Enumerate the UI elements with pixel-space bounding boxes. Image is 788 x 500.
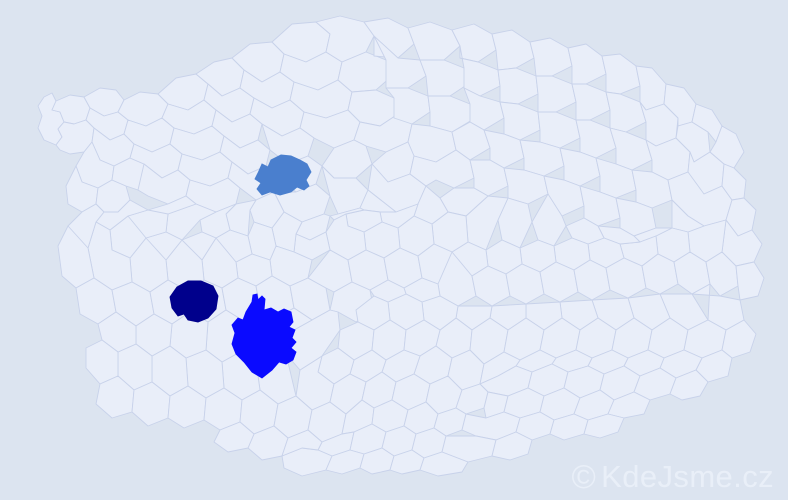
region-base[interactable] bbox=[519, 139, 565, 177]
base-regions-layer bbox=[37, 15, 765, 477]
region-base[interactable] bbox=[631, 169, 673, 209]
region-base[interactable] bbox=[529, 37, 573, 77]
region-base[interactable] bbox=[601, 53, 641, 95]
watermark: © KdeJsme.cz bbox=[571, 460, 774, 493]
copyright-icon: © bbox=[571, 458, 597, 495]
region-base[interactable] bbox=[735, 261, 765, 301]
region-base[interactable] bbox=[567, 43, 607, 85]
region-base[interactable] bbox=[419, 451, 469, 477]
region-base[interactable] bbox=[503, 167, 549, 205]
region-base[interactable] bbox=[583, 413, 625, 439]
region-base[interactable] bbox=[409, 149, 475, 189]
region-base[interactable] bbox=[483, 129, 525, 169]
region-base[interactable] bbox=[363, 17, 415, 59]
region-base[interactable] bbox=[337, 51, 393, 93]
watermark-text: KdeJsme.cz bbox=[601, 459, 774, 494]
highlighted-regions-layer bbox=[169, 154, 312, 379]
region-base[interactable] bbox=[469, 159, 509, 197]
region-base[interactable] bbox=[261, 123, 315, 165]
region-base[interactable] bbox=[499, 101, 541, 141]
region-base[interactable] bbox=[407, 21, 461, 61]
region-base[interactable] bbox=[451, 23, 497, 63]
region-base[interactable] bbox=[535, 75, 577, 113]
region-base[interactable] bbox=[281, 429, 323, 457]
region-base[interactable] bbox=[595, 157, 637, 199]
highlighted-region-medium[interactable] bbox=[254, 154, 312, 196]
region-base[interactable] bbox=[213, 421, 255, 453]
region-base[interactable] bbox=[575, 119, 617, 159]
region-base[interactable] bbox=[497, 67, 539, 105]
region-base[interactable] bbox=[491, 431, 533, 461]
region-base[interactable] bbox=[571, 83, 611, 121]
region-base[interactable] bbox=[463, 87, 505, 131]
region-base[interactable] bbox=[537, 111, 581, 149]
region-base[interactable] bbox=[609, 127, 653, 171]
region-base[interactable] bbox=[605, 91, 647, 133]
region-base[interactable] bbox=[419, 59, 469, 97]
highlighted-region-dark[interactable] bbox=[169, 280, 219, 323]
highlighted-region-bright[interactable] bbox=[231, 293, 297, 379]
region-base[interactable] bbox=[491, 29, 535, 71]
region-base[interactable] bbox=[199, 203, 237, 239]
region-base[interactable] bbox=[559, 147, 601, 187]
region-base[interactable] bbox=[709, 125, 745, 169]
region-base[interactable] bbox=[669, 369, 709, 401]
region-base[interactable] bbox=[373, 35, 427, 89]
region-base[interactable] bbox=[385, 87, 431, 125]
region-base[interactable] bbox=[579, 185, 621, 227]
